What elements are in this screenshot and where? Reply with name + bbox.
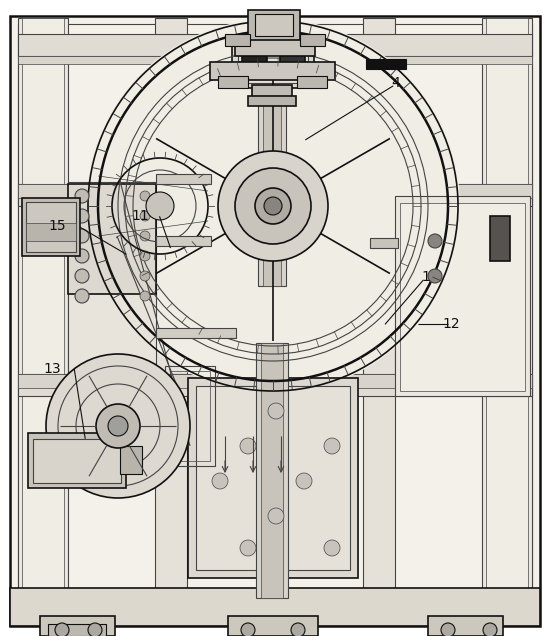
Bar [18, 374, 532, 388]
Bar [155, 18, 187, 598]
Bar [40, 616, 115, 636]
Bar [280, 35, 305, 70]
Circle shape [75, 289, 89, 303]
Circle shape [291, 623, 305, 636]
Circle shape [75, 249, 89, 263]
Circle shape [140, 211, 150, 221]
Bar [68, 184, 156, 294]
Circle shape [264, 197, 282, 215]
Bar [363, 18, 395, 598]
Bar [120, 446, 142, 474]
Bar [18, 184, 532, 198]
Bar [258, 86, 286, 286]
Bar [482, 18, 532, 598]
Bar [400, 203, 525, 391]
Circle shape [241, 623, 255, 636]
Text: 11: 11 [131, 209, 149, 223]
Circle shape [212, 473, 228, 489]
Bar [22, 18, 64, 598]
Circle shape [75, 209, 89, 223]
Bar [48, 624, 106, 636]
Bar [261, 343, 283, 598]
Bar [156, 328, 236, 338]
Bar [218, 76, 248, 88]
Circle shape [235, 168, 311, 244]
Circle shape [96, 404, 140, 448]
Bar [18, 18, 68, 598]
Circle shape [86, 19, 460, 393]
Circle shape [324, 540, 340, 556]
Circle shape [75, 189, 89, 203]
Circle shape [218, 151, 328, 261]
Bar [188, 378, 358, 578]
Circle shape [268, 403, 284, 419]
Circle shape [240, 438, 256, 454]
Bar [248, 10, 300, 40]
Bar [33, 439, 121, 483]
Bar [238, 41, 308, 83]
Text: 13: 13 [43, 362, 61, 376]
Circle shape [324, 438, 340, 454]
Bar [18, 56, 532, 64]
Bar [370, 238, 398, 248]
Bar [232, 36, 314, 88]
Bar [252, 85, 292, 101]
Circle shape [140, 291, 150, 301]
Circle shape [428, 269, 442, 283]
Bar [156, 236, 211, 246]
Bar [10, 588, 540, 626]
Bar [490, 216, 510, 261]
Circle shape [88, 623, 102, 636]
Bar [196, 386, 350, 570]
Bar [156, 174, 211, 184]
Bar [18, 374, 532, 396]
Circle shape [255, 188, 291, 224]
Bar [170, 371, 210, 461]
Bar [248, 96, 296, 106]
Circle shape [146, 192, 174, 220]
Bar [395, 196, 530, 396]
Circle shape [140, 251, 150, 261]
Circle shape [75, 229, 89, 243]
Circle shape [296, 473, 312, 489]
Circle shape [55, 623, 69, 636]
Bar [165, 366, 215, 466]
Bar [28, 433, 126, 488]
Circle shape [268, 508, 284, 524]
Bar [366, 59, 406, 69]
Bar [68, 182, 156, 374]
Bar [428, 616, 503, 636]
Bar [18, 34, 532, 56]
Bar [256, 343, 288, 598]
Circle shape [108, 416, 128, 436]
Bar [235, 36, 315, 56]
Bar [18, 184, 532, 206]
Bar [300, 34, 325, 46]
Bar [263, 86, 281, 286]
Circle shape [240, 540, 256, 556]
Text: 1: 1 [422, 270, 431, 284]
Bar [242, 35, 267, 70]
Circle shape [441, 623, 455, 636]
Text: 4: 4 [392, 76, 400, 90]
Bar [486, 18, 528, 598]
Bar [225, 34, 250, 46]
Circle shape [140, 191, 150, 201]
Text: 15: 15 [49, 219, 67, 233]
Circle shape [428, 234, 442, 248]
Bar [255, 14, 293, 36]
Bar [210, 62, 335, 80]
Circle shape [75, 269, 89, 283]
Circle shape [46, 354, 190, 498]
Bar [228, 616, 318, 636]
Bar [22, 198, 80, 256]
Circle shape [140, 231, 150, 241]
Circle shape [483, 623, 497, 636]
Bar [297, 76, 327, 88]
Text: 12: 12 [442, 317, 460, 331]
Bar [26, 202, 76, 252]
Bar [26, 223, 76, 241]
Circle shape [140, 271, 150, 281]
